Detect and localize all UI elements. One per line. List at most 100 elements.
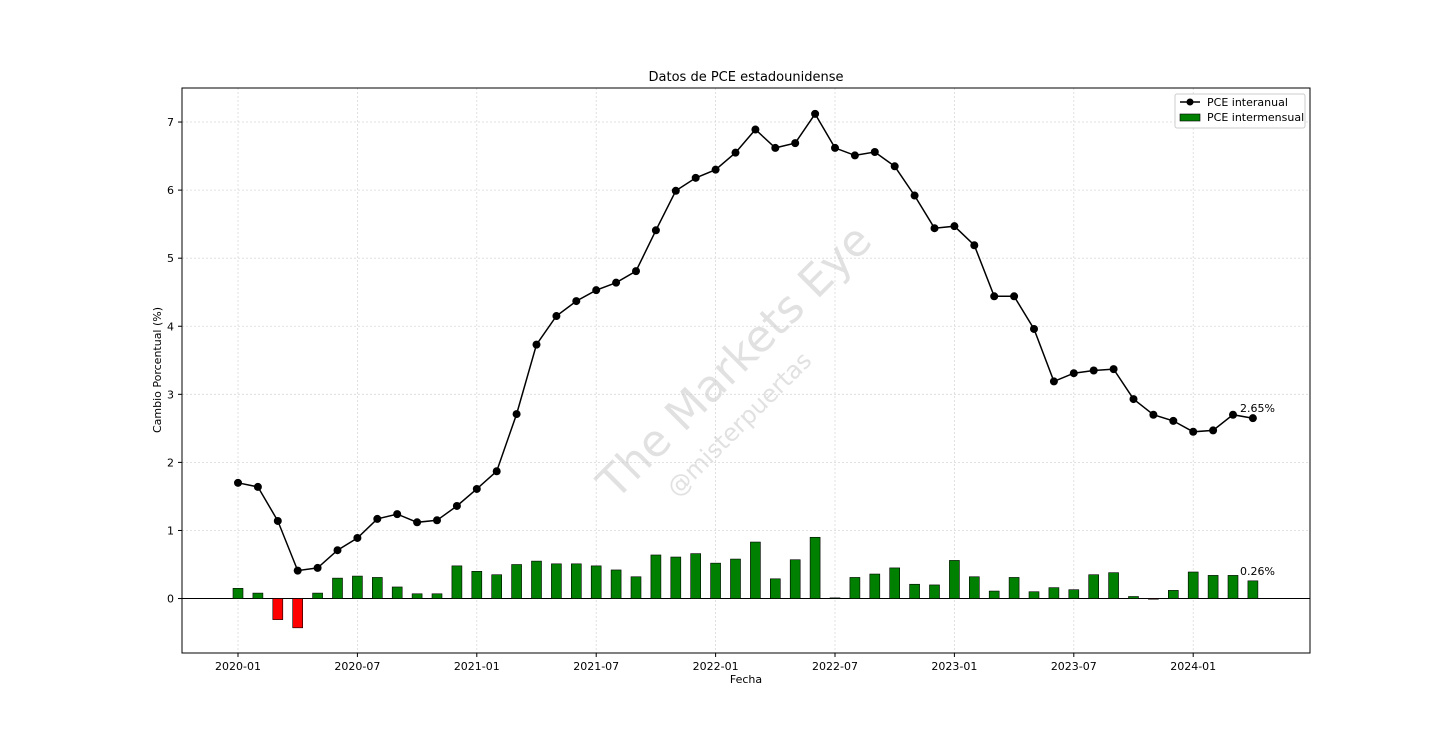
bar [431, 593, 443, 599]
bar [968, 576, 980, 599]
data-point [433, 516, 441, 525]
bar [829, 597, 841, 599]
bar [630, 576, 642, 599]
data-point [472, 484, 481, 493]
bar [750, 541, 761, 599]
data-point [1089, 366, 1098, 375]
bar [570, 563, 582, 599]
bar [1028, 591, 1040, 599]
y-tick-label: 2 [167, 456, 174, 469]
bar [1128, 596, 1139, 599]
bar [1148, 598, 1159, 600]
bar [1108, 572, 1119, 599]
y-tick-label: 0 [167, 593, 174, 606]
bar [491, 574, 503, 599]
bar [232, 588, 244, 599]
data-point [771, 143, 780, 152]
data-point [1010, 292, 1019, 301]
bar [849, 577, 861, 599]
legend: PCE interanual PCE intermensual [1174, 93, 1306, 129]
y-tick-label: 4 [167, 320, 174, 333]
y-tick-label: 5 [167, 252, 174, 265]
x-tick-label: 2022-07 [812, 660, 858, 673]
x-tick-label: 2021-07 [573, 660, 619, 673]
bar [869, 573, 881, 599]
bar [929, 584, 940, 599]
data-point [632, 267, 640, 276]
data-point [1109, 365, 1118, 374]
data-point [970, 241, 979, 250]
data-point [492, 467, 501, 476]
legend-marker-swatch [1186, 98, 1194, 106]
data-point [1229, 410, 1237, 419]
bar [1227, 575, 1239, 599]
bar [590, 565, 602, 599]
data-point [253, 482, 262, 491]
data-point [870, 147, 879, 156]
x-tick-label: 2023-07 [1051, 660, 1097, 673]
bar [1088, 574, 1099, 599]
data-point [592, 286, 601, 295]
bar [352, 575, 363, 599]
data-point [413, 518, 422, 527]
data-point [711, 165, 720, 174]
data-point [1030, 324, 1038, 333]
bar [610, 569, 622, 599]
data-point [1209, 426, 1218, 435]
data-point [313, 563, 322, 572]
data-point [731, 148, 740, 157]
legend-box [1174, 93, 1306, 129]
data-point [930, 224, 939, 233]
annotation-last-mom: 0.26% [1240, 565, 1275, 578]
bar [1168, 590, 1179, 599]
bar [471, 571, 483, 599]
bar [551, 563, 562, 599]
x-tick-label: 2023-01 [931, 660, 977, 673]
bar [411, 593, 423, 599]
bar [371, 577, 383, 599]
data-point [234, 478, 242, 487]
line-series-pce-interanual [234, 109, 1257, 575]
bar [1048, 587, 1060, 599]
data-point [950, 222, 959, 231]
bar [710, 562, 721, 599]
data-point [612, 278, 621, 287]
bar [531, 560, 542, 599]
x-tick-label: 2020-07 [334, 660, 380, 673]
bar [809, 536, 821, 599]
data-point [811, 109, 820, 118]
bar-series-pce-intermensual [232, 536, 1259, 629]
bar [252, 592, 264, 599]
data-point [791, 139, 800, 148]
data-point [910, 191, 919, 200]
data-point [651, 226, 660, 235]
data-point [850, 151, 859, 160]
data-point [1169, 416, 1178, 425]
bar [391, 586, 403, 599]
data-point [452, 501, 461, 510]
data-point [532, 340, 541, 349]
data-point [1049, 377, 1058, 386]
data-point [691, 173, 700, 182]
bar [451, 565, 463, 599]
chart-title: Datos de PCE estadounidense [649, 70, 844, 85]
bar [1008, 577, 1020, 599]
data-point [353, 533, 362, 542]
data-point [552, 312, 561, 321]
data-point [1149, 410, 1158, 419]
x-tick-label: 2022-01 [693, 660, 739, 673]
data-point [393, 510, 402, 519]
data-point [890, 162, 899, 171]
data-point [1189, 427, 1198, 436]
legend-label-pce-interanual: PCE interanual [1207, 96, 1288, 109]
x-tick-label: 2021-01 [454, 660, 500, 673]
bar [769, 578, 781, 599]
data-point [990, 292, 999, 301]
plot-frame [181, 87, 1311, 654]
y-axis-label: Cambio Porcentual (%) [151, 307, 164, 433]
bar [511, 564, 522, 599]
data-point [1069, 369, 1078, 378]
data-point [1129, 395, 1138, 404]
data-point [572, 297, 581, 306]
